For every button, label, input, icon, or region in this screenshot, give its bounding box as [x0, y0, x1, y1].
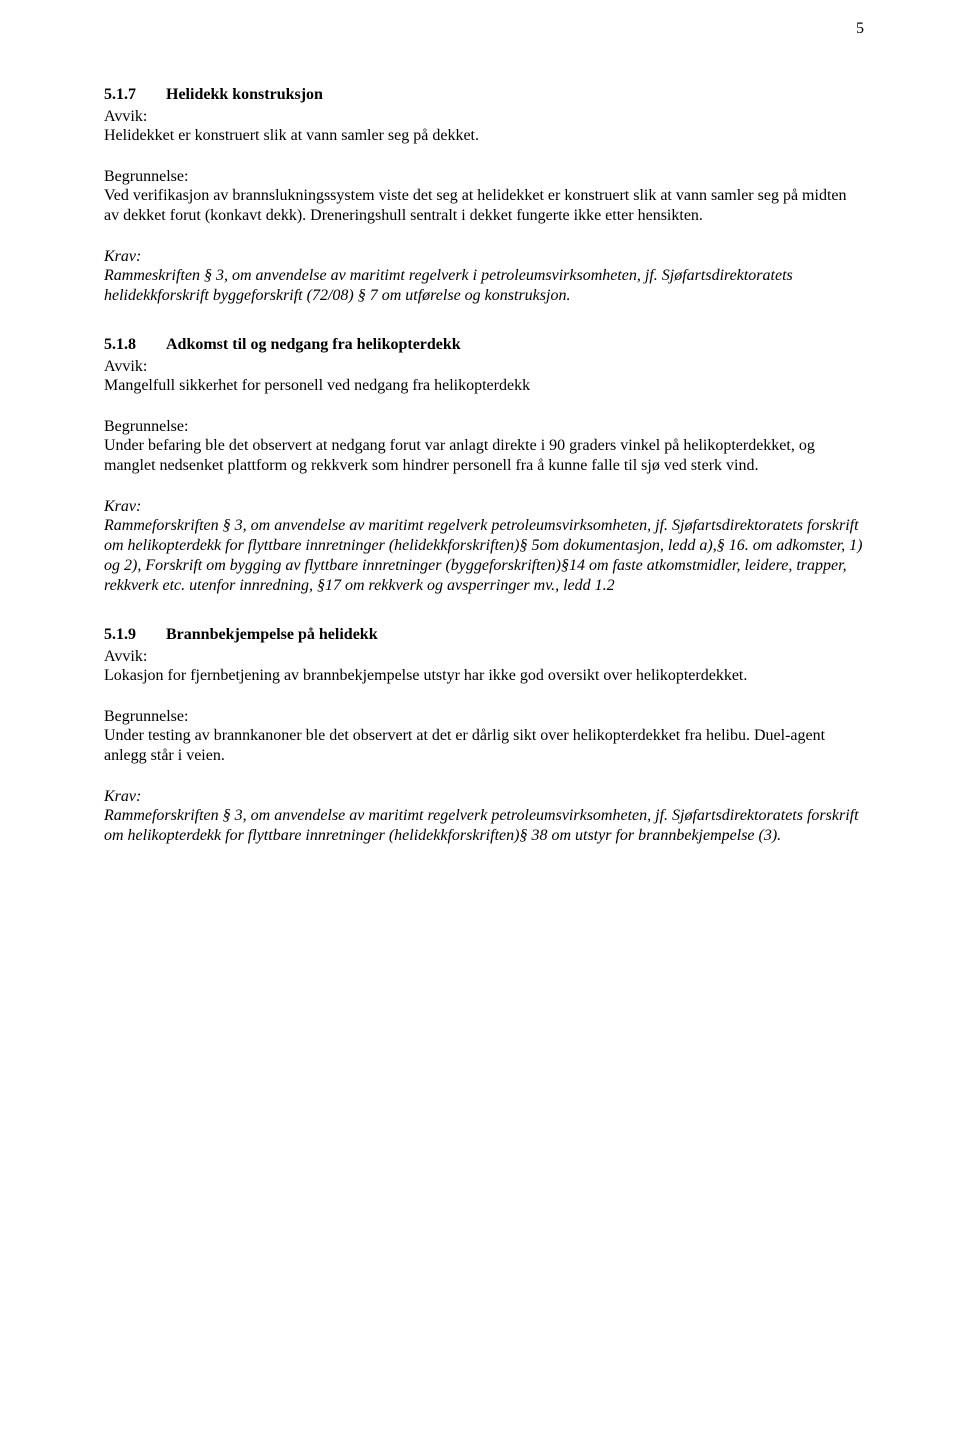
- section-heading: 5.1.9 Brannbekjempelse på helidekk: [104, 626, 864, 644]
- avvik-text: Helidekket er konstruert slik at vann sa…: [104, 126, 864, 146]
- krav-block: Krav: Rammeforskriften § 3, om anvendels…: [104, 788, 864, 846]
- begrunnelse-text: Under befaring ble det observert at nedg…: [104, 436, 864, 476]
- avvik-text: Lokasjon for fjernbetjening av brannbekj…: [104, 666, 864, 686]
- avvik-block: Avvik: Helidekket er konstruert slik at …: [104, 108, 864, 146]
- begrunnelse-block: Begrunnelse: Under befaring ble det obse…: [104, 418, 864, 476]
- avvik-label: Avvik:: [104, 358, 864, 376]
- section-heading: 5.1.7 Helidekk konstruksjon: [104, 86, 864, 104]
- begrunnelse-block: Begrunnelse: Ved verifikasjon av brannsl…: [104, 168, 864, 226]
- section-number: 5.1.7: [104, 86, 150, 104]
- begrunnelse-text: Ved verifikasjon av brannslukningssystem…: [104, 186, 864, 226]
- section-title: Adkomst til og nedgang fra helikopterdek…: [166, 336, 461, 354]
- krav-text: Rammeskriften § 3, om anvendelse av mari…: [104, 266, 864, 306]
- begrunnelse-block: Begrunnelse: Under testing av brannkanon…: [104, 708, 864, 766]
- krav-label: Krav:: [104, 248, 864, 266]
- begrunnelse-label: Begrunnelse:: [104, 168, 864, 186]
- krav-text: Rammeforskriften § 3, om anvendelse av m…: [104, 806, 864, 846]
- section-title: Helidekk konstruksjon: [166, 86, 323, 104]
- page-number: 5: [856, 20, 864, 38]
- avvik-text: Mangelfull sikkerhet for personell ved n…: [104, 376, 864, 396]
- krav-block: Krav: Rammeforskriften § 3, om anvendels…: [104, 498, 864, 596]
- krav-text: Rammeforskriften § 3, om anvendelse av m…: [104, 516, 864, 596]
- avvik-block: Avvik: Mangelfull sikkerhet for personel…: [104, 358, 864, 396]
- section-title: Brannbekjempelse på helidekk: [166, 626, 378, 644]
- section-number: 5.1.8: [104, 336, 150, 354]
- avvik-label: Avvik:: [104, 648, 864, 666]
- section-number: 5.1.9: [104, 626, 150, 644]
- krav-label: Krav:: [104, 788, 864, 806]
- begrunnelse-text: Under testing av brannkanoner ble det ob…: [104, 726, 864, 766]
- avvik-label: Avvik:: [104, 108, 864, 126]
- krav-label: Krav:: [104, 498, 864, 516]
- avvik-block: Avvik: Lokasjon for fjernbetjening av br…: [104, 648, 864, 686]
- document-page: 5 5.1.7 Helidekk konstruksjon Avvik: Hel…: [0, 0, 960, 906]
- begrunnelse-label: Begrunnelse:: [104, 708, 864, 726]
- section-heading: 5.1.8 Adkomst til og nedgang fra helikop…: [104, 336, 864, 354]
- krav-block: Krav: Rammeskriften § 3, om anvendelse a…: [104, 248, 864, 306]
- begrunnelse-label: Begrunnelse:: [104, 418, 864, 436]
